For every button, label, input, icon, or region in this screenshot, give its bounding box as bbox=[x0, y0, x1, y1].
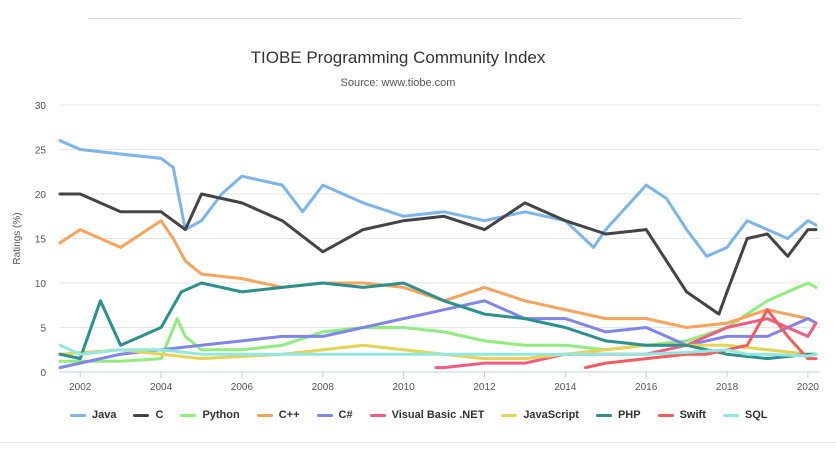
legend-swatch bbox=[70, 413, 86, 417]
x-axis-ticks: 2002 2004 2006 2008 2010 2012 2014 2016 2018 2020 bbox=[60, 371, 820, 393]
y-tick-label: 25 bbox=[35, 146, 47, 157]
legend-item-javascript[interactable]: JavaScript bbox=[501, 409, 579, 421]
legend-label: SQL bbox=[744, 409, 768, 421]
legend-swatch bbox=[369, 413, 386, 417]
y-tick-label: 5 bbox=[40, 324, 46, 335]
legend-label: C bbox=[155, 409, 164, 421]
series-lines bbox=[58, 139, 818, 370]
legend-swatch bbox=[722, 413, 739, 417]
legend-label: PHP bbox=[617, 409, 641, 421]
series-line-c bbox=[58, 219, 818, 329]
legend-label: Visual Basic .NET bbox=[391, 409, 485, 421]
x-tick-label: 2014 bbox=[554, 382, 577, 393]
series-line-python bbox=[58, 281, 818, 363]
legend-label: C# bbox=[338, 409, 353, 421]
series-line-java bbox=[58, 139, 818, 258]
x-tick-label: 2018 bbox=[716, 382, 739, 393]
y-axis-ticks: 0 5 10 15 20 25 30 bbox=[35, 101, 47, 379]
legend-item-sql[interactable]: SQL bbox=[722, 409, 768, 421]
legend-label: JavaScript bbox=[523, 409, 579, 421]
series-line-sql bbox=[58, 343, 818, 358]
x-tick-label: 2010 bbox=[392, 382, 415, 393]
y-axis-label: Ratings (%) bbox=[12, 212, 23, 264]
legend-item-c[interactable]: C# bbox=[316, 409, 353, 421]
legend-swatch bbox=[501, 413, 518, 417]
legend-swatch bbox=[133, 413, 150, 417]
legend-swatch bbox=[180, 413, 197, 417]
legend-item-swift[interactable]: Swift bbox=[657, 409, 706, 421]
x-tick-label: 2006 bbox=[231, 382, 254, 393]
chart-subtitle: Source: www.tiobe.com bbox=[340, 77, 456, 89]
legend-swatch bbox=[316, 413, 333, 417]
legend-item-c[interactable]: C++ bbox=[256, 409, 300, 421]
x-tick-label: 2008 bbox=[312, 382, 335, 393]
top-divider bbox=[88, 18, 742, 19]
x-tick-label: 2004 bbox=[150, 382, 173, 393]
series-line-c bbox=[58, 192, 818, 316]
x-tick-label: 2020 bbox=[797, 382, 820, 393]
legend-item-c[interactable]: C bbox=[133, 409, 163, 421]
legend-item-java[interactable]: Java bbox=[70, 409, 116, 421]
legend-label: C++ bbox=[278, 409, 300, 421]
series-line-php bbox=[58, 281, 818, 361]
line-chart: 0 5 10 15 20 25 30 2002 2004 2006 2008 2010 2012 201… bbox=[12, 101, 820, 393]
legend-swatch bbox=[657, 413, 674, 417]
y-tick-label: 30 bbox=[35, 101, 47, 112]
legend: Java C Python C++ C# Visual Basic .NET JavaScr… bbox=[70, 405, 770, 425]
x-tick-label: 2016 bbox=[635, 382, 658, 393]
y-tick-label: 10 bbox=[35, 279, 47, 290]
x-tick-label: 2002 bbox=[69, 382, 92, 393]
x-tick-label: 2012 bbox=[473, 382, 496, 393]
bottom-divider bbox=[0, 442, 836, 443]
legend-item-php[interactable]: PHP bbox=[595, 409, 641, 421]
legend-label: Python bbox=[202, 409, 240, 421]
chart-title: TIOBE Programming Community Index bbox=[250, 48, 546, 67]
series-line-c bbox=[58, 299, 818, 370]
legend-swatch bbox=[595, 413, 612, 417]
legend-item-visual-basic-net[interactable]: Visual Basic .NET bbox=[369, 409, 485, 421]
legend-label: Java bbox=[92, 409, 117, 421]
y-tick-label: 20 bbox=[35, 190, 47, 201]
legend-swatch bbox=[256, 413, 273, 417]
legend-item-python[interactable]: Python bbox=[180, 409, 240, 421]
y-tick-label: 15 bbox=[35, 235, 47, 246]
legend-label: Swift bbox=[679, 409, 706, 421]
y-tick-label: 0 bbox=[40, 368, 46, 379]
